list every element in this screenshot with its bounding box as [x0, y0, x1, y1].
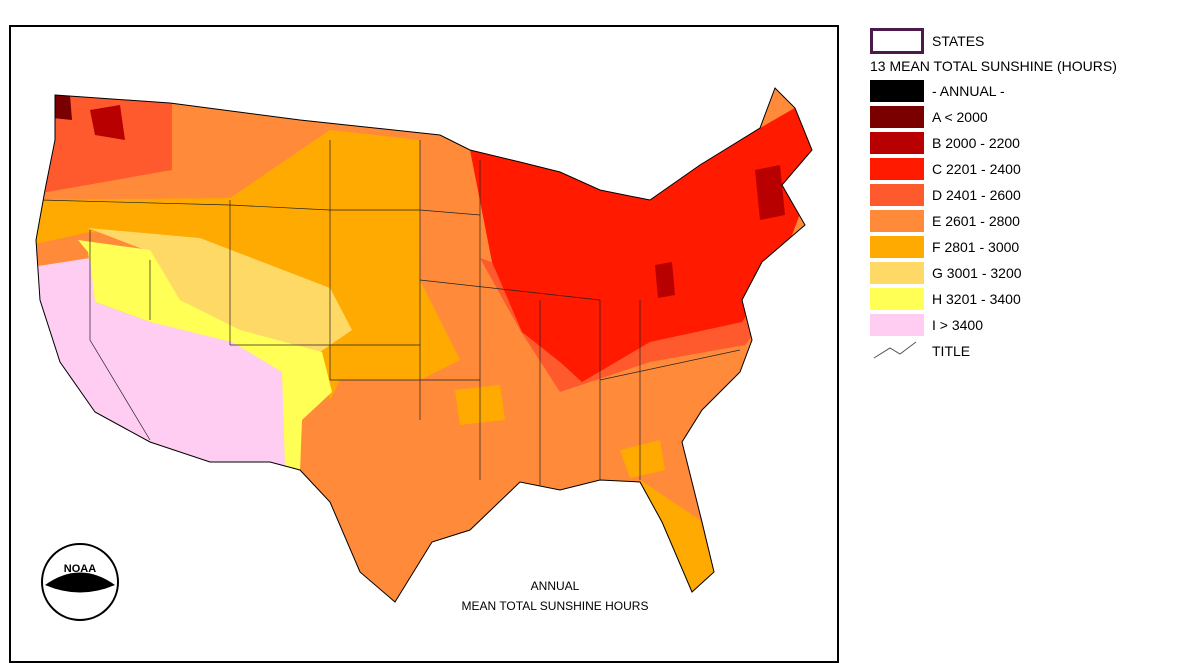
legend-title-text: 13 MEAN TOTAL SUNSHINE (HOURS): [870, 58, 1117, 74]
legend-swatch: [870, 262, 924, 284]
logo-text: NOAA: [64, 563, 96, 575]
legend-swatch: [870, 106, 924, 128]
legend-item: A < 2000: [870, 104, 1117, 130]
legend-label: D 2401 - 2600: [932, 187, 1021, 203]
legend-layer: STATES: [870, 28, 1117, 54]
legend-swatch: [870, 236, 924, 258]
sunshine-zone: [36, 130, 460, 400]
legend-label: C 2201 - 2400: [932, 161, 1021, 177]
legend-label: B 2000 - 2200: [932, 135, 1020, 151]
layer-swatch: [870, 28, 924, 54]
legend-item: I > 3400: [870, 312, 1117, 338]
legend-label: - ANNUAL -: [932, 83, 1005, 99]
noaa-logo: NOAA: [41, 543, 119, 621]
legend-item: C 2201 - 2400: [870, 156, 1117, 182]
legend-item: H 3201 - 3400: [870, 286, 1117, 312]
sunshine-zone: [470, 105, 812, 382]
legend: STATES 13 MEAN TOTAL SUNSHINE (HOURS) - …: [870, 28, 1117, 364]
legend-label: I > 3400: [932, 317, 983, 333]
state-borders: [39, 140, 741, 490]
sunshine-zone: [88, 228, 352, 352]
legend-swatch: [870, 314, 924, 336]
legend-items: - ANNUAL - A < 2000 B 2000 - 2200 C 2201 - …: [870, 78, 1117, 338]
legend-title: 13 MEAN TOTAL SUNSHINE (HOURS): [870, 54, 1117, 78]
legend-label: E 2601 - 2800: [932, 213, 1020, 229]
legend-item: B 2000 - 2200: [870, 130, 1117, 156]
sunshine-zone: [755, 165, 785, 220]
legend-item: G 3001 - 3200: [870, 260, 1117, 286]
sunshine-zone: [655, 262, 675, 298]
legend-label: G 3001 - 3200: [932, 265, 1022, 281]
sunshine-zone: [620, 440, 665, 478]
legend-swatch: [870, 288, 924, 310]
line-icon: [873, 341, 917, 359]
legend-swatch: [870, 210, 924, 232]
sunshine-zone: [78, 240, 332, 472]
sunshine-zone: [36, 95, 172, 195]
layer-label: STATES: [932, 33, 985, 49]
sunshine-zone: [640, 480, 714, 592]
legend-swatch: [870, 132, 924, 154]
map-title: MEAN TOTAL SUNSHINE HOURS: [462, 599, 649, 613]
legend-swatch: [870, 184, 924, 206]
legend-label: A < 2000: [932, 109, 988, 125]
legend-item: E 2601 - 2800: [870, 208, 1117, 234]
legend-item: - ANNUAL -: [870, 78, 1117, 104]
legend-footer: TITLE: [870, 338, 1117, 364]
sunshine-zone: [90, 105, 125, 140]
map: NOAA ANNUAL MEAN TOTAL SUNSHINE HOURS: [9, 25, 839, 663]
legend-item: D 2401 - 2600: [870, 182, 1117, 208]
legend-swatch: [870, 80, 924, 102]
footer-label: TITLE: [932, 343, 971, 359]
map-title: ANNUAL: [531, 579, 580, 593]
legend-label: H 3201 - 3400: [932, 291, 1021, 307]
legend-item: F 2801 - 3000: [870, 234, 1117, 260]
legend-swatch: [870, 158, 924, 180]
legend-label: F 2801 - 3000: [932, 239, 1020, 255]
